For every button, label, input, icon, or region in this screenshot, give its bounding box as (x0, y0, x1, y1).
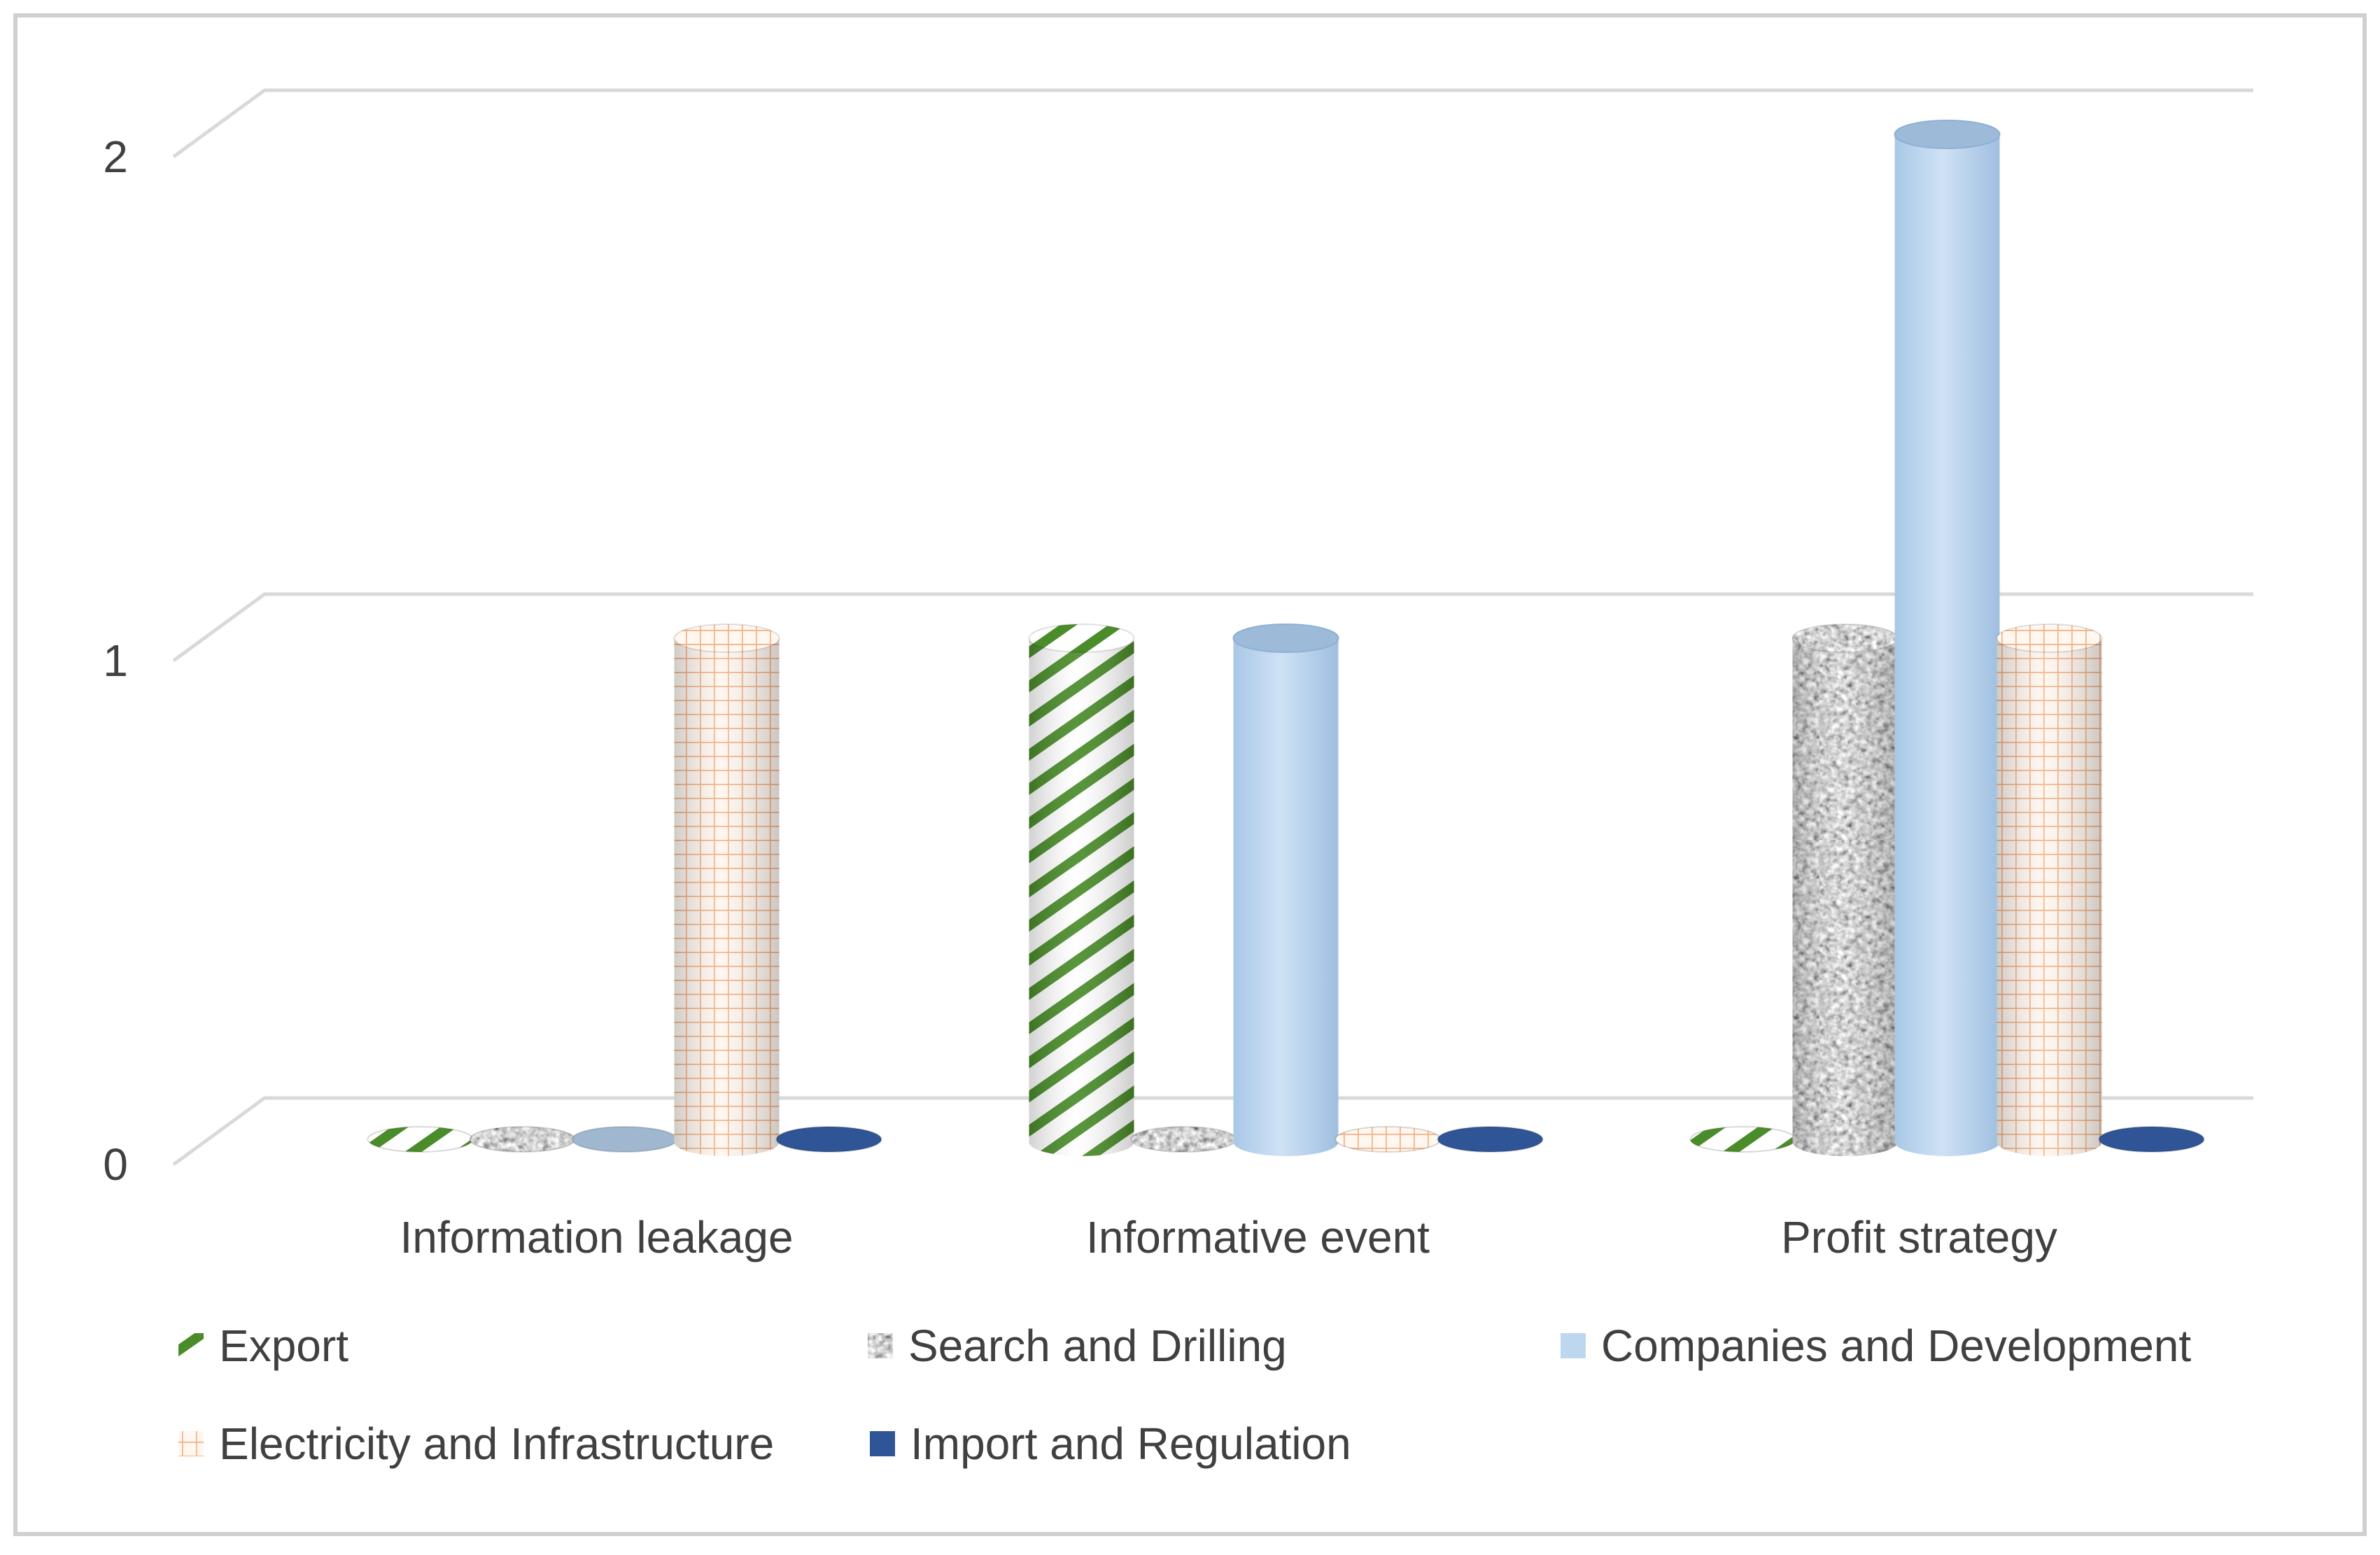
bar-search-and-drilling-profit-strategy (1791, 624, 1899, 1156)
bar-export-profit-strategy (1689, 1126, 1796, 1153)
legend-swatch (178, 1333, 204, 1358)
gridline (172, 88, 2253, 159)
bar-companies-and-development-profit-strategy (1894, 120, 2001, 1156)
category-label: Informative event (1086, 1212, 1430, 1262)
bar-electricity-and-infrastructure-profit-strategy (1996, 624, 2103, 1156)
category-labels: Information leakage Informative event Prof… (400, 1212, 2057, 1262)
bar-export-informative-event (1028, 624, 1135, 1156)
legend-label: Export (219, 1321, 348, 1371)
category-label: Profit strategy (1781, 1212, 2057, 1262)
y-tick-label: 2 (103, 132, 128, 182)
legend-swatch (868, 1333, 893, 1358)
bar-import-and-regulation-information-leakage (775, 1126, 882, 1153)
legend-swatch (178, 1431, 204, 1456)
bar-search-and-drilling-informative-event (1130, 1126, 1237, 1153)
legend-swatch (870, 1431, 895, 1456)
legend-label: Electricity and Infrastructure (219, 1419, 774, 1469)
bar-companies-and-development-information-leakage (571, 1126, 678, 1153)
bar-electricity-and-infrastructure-information-leakage (673, 624, 780, 1156)
bar-import-and-regulation-informative-event (1437, 1126, 1544, 1153)
gridline (172, 1096, 2253, 1167)
bars (367, 120, 2205, 1156)
y-axis-ticks: 0 1 2 (103, 132, 128, 1190)
y-tick-label: 1 (103, 635, 128, 686)
bar-electricity-and-infrastructure-informative-event (1335, 1126, 1442, 1153)
gridlines (172, 88, 2253, 1167)
legend-item-import-and-regulation: Import and Regulation (870, 1419, 1351, 1469)
legend-label: Search and Drilling (908, 1321, 1287, 1371)
y-tick-label: 0 (103, 1139, 128, 1190)
legend: Export Search and Drilling Companies and D… (178, 1321, 2191, 1469)
category-label: Information leakage (400, 1212, 793, 1262)
legend-swatch (1561, 1333, 1586, 1358)
gridline (172, 592, 2253, 663)
legend-item-search-and-drilling: Search and Drilling (868, 1321, 1287, 1371)
legend-item-companies-and-development: Companies and Development (1561, 1321, 2191, 1371)
bar-import-and-regulation-profit-strategy (2098, 1126, 2205, 1153)
bar-search-and-drilling-information-leakage (469, 1126, 576, 1153)
legend-label: Companies and Development (1601, 1321, 2191, 1371)
bar-companies-and-development-informative-event (1232, 624, 1339, 1156)
legend-item-export: Export (178, 1321, 348, 1371)
legend-label: Import and Regulation (910, 1419, 1351, 1469)
legend-item-electricity-and-infrastructure: Electricity and Infrastructure (178, 1419, 774, 1469)
bar-export-information-leakage (367, 1126, 474, 1153)
